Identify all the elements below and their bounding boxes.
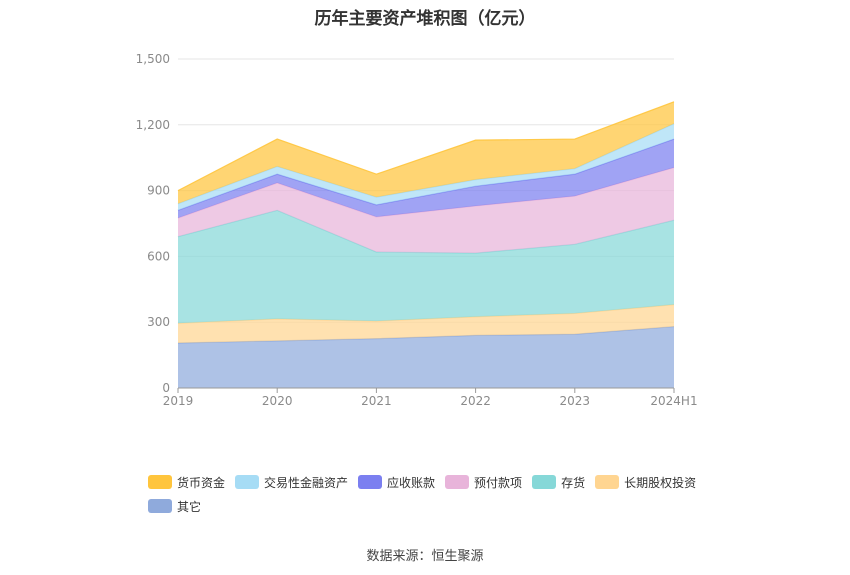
legend-label: 货币资金 — [177, 475, 226, 490]
legend-swatch — [358, 475, 383, 489]
y-tick-label: 900 — [147, 184, 170, 198]
area-series-0 — [178, 326, 674, 388]
legend-label: 交易性金融资产 — [264, 475, 349, 490]
legend-label: 存货 — [561, 475, 586, 490]
x-tick-label: 2023 — [560, 394, 591, 408]
legend-label: 长期股权投资 — [624, 475, 697, 490]
legend-swatch — [148, 499, 172, 513]
legend-item[interactable]: 预付款项 — [445, 470, 522, 494]
area-series-1 — [178, 304, 674, 344]
legend-swatch — [235, 475, 260, 489]
x-tick-label: 2022 — [460, 394, 491, 408]
x-tick-label: 2024H1 — [650, 394, 697, 408]
legend-label: 预付款项 — [474, 475, 523, 490]
legend-item[interactable]: 存货 — [532, 470, 585, 494]
axis-layer: 0 300 600 900 1,200 1,500 2019 2020 2021 2022 2023… — [136, 52, 698, 408]
legend-swatch — [532, 475, 557, 489]
area-series-edge-6 — [177, 101, 675, 192]
area-series-4 — [178, 139, 674, 219]
legend-item[interactable]: 其它 — [148, 494, 201, 518]
source-note: 数据来源：恒生聚源 — [366, 549, 484, 564]
legend-item[interactable]: 长期股权投资 — [595, 470, 696, 494]
x-tick-label: 2019 — [163, 394, 194, 408]
y-tick-label: 1,200 — [136, 118, 170, 132]
legend-label: 其它 — [177, 499, 202, 514]
area-layer — [177, 101, 675, 388]
legend-item[interactable]: 货币资金 — [148, 470, 225, 494]
area-series-2 — [178, 210, 674, 324]
x-tick-label: 2020 — [262, 394, 293, 408]
legend-item[interactable]: 应收账款 — [358, 470, 435, 494]
y-tick-label: 1,500 — [136, 52, 170, 66]
y-tick-label: 0 — [162, 381, 170, 395]
stacked-area-chart: 0 300 600 900 1,200 1,500 2019 2020 2021 2022 2023… — [136, 52, 698, 408]
area-series-6 — [178, 101, 674, 204]
legend-swatch — [445, 475, 470, 489]
y-tick-label: 300 — [147, 315, 170, 329]
y-tick-label: 600 — [147, 249, 170, 263]
chart-title: 历年主要资产堆积图（亿元） — [314, 9, 536, 29]
legend-swatch — [595, 475, 620, 489]
legend-swatch — [148, 475, 172, 489]
area-series-3 — [178, 167, 674, 254]
legend: 货币资金 交易性金融资产 应收账款 预付款项 存货 长期股权投资其它 — [148, 470, 748, 518]
legend-label: 应收账款 — [387, 475, 436, 490]
legend-item[interactable]: 交易性金融资产 — [235, 470, 348, 494]
x-tick-label: 2021 — [361, 394, 392, 408]
